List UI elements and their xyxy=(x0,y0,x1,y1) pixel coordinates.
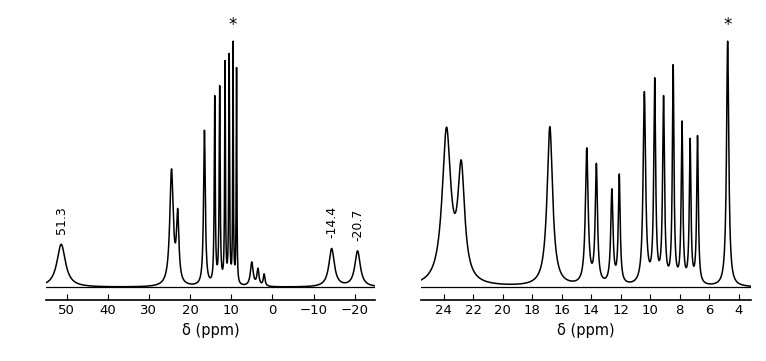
Text: 51.3: 51.3 xyxy=(54,206,67,234)
X-axis label: δ (ppm): δ (ppm) xyxy=(182,323,240,338)
X-axis label: δ (ppm): δ (ppm) xyxy=(557,323,615,338)
Text: *: * xyxy=(723,16,732,34)
Text: -14.4: -14.4 xyxy=(325,206,338,238)
Text: -20.7: -20.7 xyxy=(351,208,364,240)
Text: *: * xyxy=(229,16,237,34)
